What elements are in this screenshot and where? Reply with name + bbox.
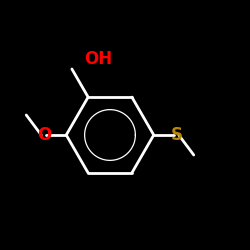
Text: O: O <box>37 126 51 144</box>
Text: S: S <box>170 126 182 144</box>
Text: OH: OH <box>84 50 112 68</box>
